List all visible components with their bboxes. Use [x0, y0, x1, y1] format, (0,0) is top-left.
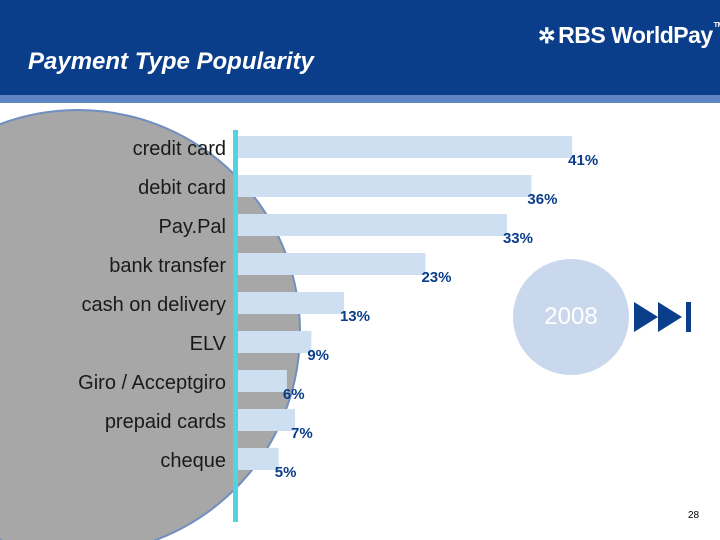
category-label: cheque [160, 450, 226, 472]
logo-mark-icon: ✲ [538, 25, 556, 48]
category-label: ELV [190, 333, 227, 355]
skip-forward-icon[interactable] [634, 302, 696, 332]
logo-trademark: TM [713, 22, 720, 29]
bar [238, 409, 296, 431]
value-label: 7% [291, 425, 313, 442]
category-label: prepaid cards [105, 411, 226, 433]
year-badge: 2008 [513, 259, 629, 375]
value-label: 5% [275, 464, 297, 481]
bar [238, 331, 312, 353]
header-stripe [0, 95, 720, 103]
value-label: 23% [421, 269, 451, 286]
value-label: 41% [568, 152, 598, 169]
category-label: debit card [138, 177, 226, 199]
bar [238, 136, 573, 158]
logo-text: RBS WorldPay [558, 22, 713, 48]
bar [238, 175, 532, 197]
bar [238, 370, 287, 392]
bar [238, 214, 507, 236]
category-label: Giro / Acceptgiro [78, 372, 226, 394]
value-label: 13% [340, 308, 370, 325]
brand-logo: ✲RBS WorldPayTM [538, 22, 720, 49]
decorative-grey-circle [0, 110, 300, 540]
page-title: Payment Type Popularity [28, 48, 314, 75]
category-label: cash on delivery [81, 294, 226, 316]
page-number: 28 [688, 510, 700, 521]
value-label: 33% [503, 230, 533, 247]
bar [238, 253, 426, 275]
category-label: Pay.Pal [159, 216, 226, 238]
bar [238, 292, 344, 314]
category-label: bank transfer [109, 255, 226, 277]
chart-axis-line [233, 130, 238, 522]
value-label: 6% [283, 386, 305, 403]
value-label: 9% [307, 347, 329, 364]
header-bar [0, 0, 720, 95]
category-label: credit card [133, 138, 226, 160]
value-label: 36% [527, 191, 557, 208]
bar [238, 448, 279, 470]
